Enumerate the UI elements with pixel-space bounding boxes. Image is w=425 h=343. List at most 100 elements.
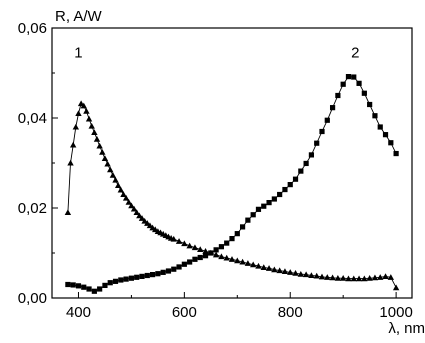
series-1-point	[228, 256, 236, 262]
series-1-point	[83, 108, 90, 114]
series-1-point	[101, 155, 109, 162]
series-1-point	[125, 198, 132, 205]
series-1-point	[334, 275, 342, 281]
series-1-point	[276, 267, 283, 274]
series-2-point	[181, 261, 187, 267]
series-1-point	[138, 215, 146, 221]
series-2-point	[107, 280, 113, 286]
series-1-point	[371, 274, 379, 281]
series-1-point	[114, 182, 122, 189]
series-1-point	[239, 258, 246, 265]
series-1-point	[109, 171, 117, 178]
series-1: 1	[64, 44, 400, 291]
series-2: 2	[65, 44, 399, 294]
series-2-point	[266, 200, 272, 206]
series-1-point	[223, 254, 230, 261]
x-tick-label: 1000	[379, 304, 412, 321]
series-2-point	[202, 253, 209, 259]
y-tick-label: 0,06	[18, 20, 47, 37]
series-1-point	[93, 135, 101, 142]
series-1-point	[128, 202, 135, 209]
series-2-point	[139, 273, 145, 279]
series-1-point	[80, 102, 87, 109]
series-2-point	[165, 268, 172, 274]
series-1-point	[281, 268, 289, 275]
series-2-point	[393, 150, 399, 157]
series-2-point	[239, 224, 246, 230]
series-2-label: 2	[351, 44, 359, 61]
series-1-point	[186, 242, 193, 249]
series-2-point	[118, 277, 124, 283]
series-2-point	[86, 286, 92, 292]
x-axis-title: λ, nm	[388, 320, 425, 337]
series-2-point	[356, 80, 362, 86]
series-2-point	[351, 74, 357, 80]
series-2-point	[134, 274, 140, 280]
series-2-point	[123, 276, 129, 282]
series-1-label: 1	[74, 44, 82, 61]
series-1-point	[244, 260, 252, 266]
series-2-point	[245, 217, 251, 223]
series-1-point	[202, 248, 209, 254]
series-1-point	[133, 209, 140, 216]
series-1-point	[287, 269, 294, 275]
series-2-point	[308, 152, 315, 158]
series-2-point	[213, 247, 219, 253]
series-2-point	[319, 128, 325, 135]
x-tick-label: 800	[278, 304, 303, 321]
series-1-point	[345, 275, 352, 282]
series-2-point	[75, 283, 82, 289]
series-1-point	[350, 275, 357, 282]
series-1-point	[120, 191, 127, 198]
series-2-point	[70, 282, 76, 288]
series-2-point	[329, 105, 336, 111]
series-2-point	[102, 282, 108, 288]
series-2-point	[287, 182, 293, 188]
y-axis: 0,00 0,02 0,04 0,06	[18, 20, 58, 307]
series-1-point	[117, 186, 125, 193]
series-2-point	[324, 117, 330, 123]
series-1-point	[308, 272, 315, 279]
series-2-point	[208, 250, 214, 256]
series-1-point	[355, 275, 363, 282]
x-tick-label: 400	[66, 304, 91, 321]
series-1-point	[136, 212, 143, 219]
series-2-point	[382, 132, 389, 138]
series-2-point	[128, 275, 135, 281]
series-2-point	[176, 264, 182, 270]
series-2-point	[224, 240, 230, 246]
series-2-point	[91, 288, 97, 294]
series-1-point	[234, 257, 241, 264]
series-1-point	[69, 141, 77, 148]
series-2-point	[187, 259, 193, 265]
series-2-point	[261, 203, 267, 209]
series-2-point	[340, 81, 346, 87]
series-2-point	[160, 269, 166, 275]
series-1-point	[67, 159, 74, 166]
series-1-point	[255, 262, 262, 269]
y-tick-label: 0,04	[18, 110, 47, 127]
series-1-point	[313, 272, 320, 279]
series-2-point	[97, 286, 103, 292]
series-1-point	[366, 275, 373, 281]
series-2-point	[361, 90, 367, 96]
series-2-point	[277, 191, 283, 198]
series-1-point	[382, 273, 389, 279]
series-1-point	[130, 205, 138, 212]
series-2-point	[271, 196, 277, 202]
series-1-point	[249, 261, 257, 268]
series-1-point	[387, 274, 395, 280]
series-2-point	[218, 244, 225, 250]
series-1-point	[377, 274, 384, 280]
series-1-point	[91, 129, 98, 135]
series-1-point	[212, 251, 220, 258]
series-2-point	[292, 176, 299, 182]
series-1-point	[64, 209, 72, 216]
series-1-point	[175, 238, 183, 244]
series-2-point	[197, 254, 203, 261]
series-2-point	[144, 272, 150, 279]
series-1-point	[302, 271, 310, 278]
series-2-point	[367, 101, 373, 108]
